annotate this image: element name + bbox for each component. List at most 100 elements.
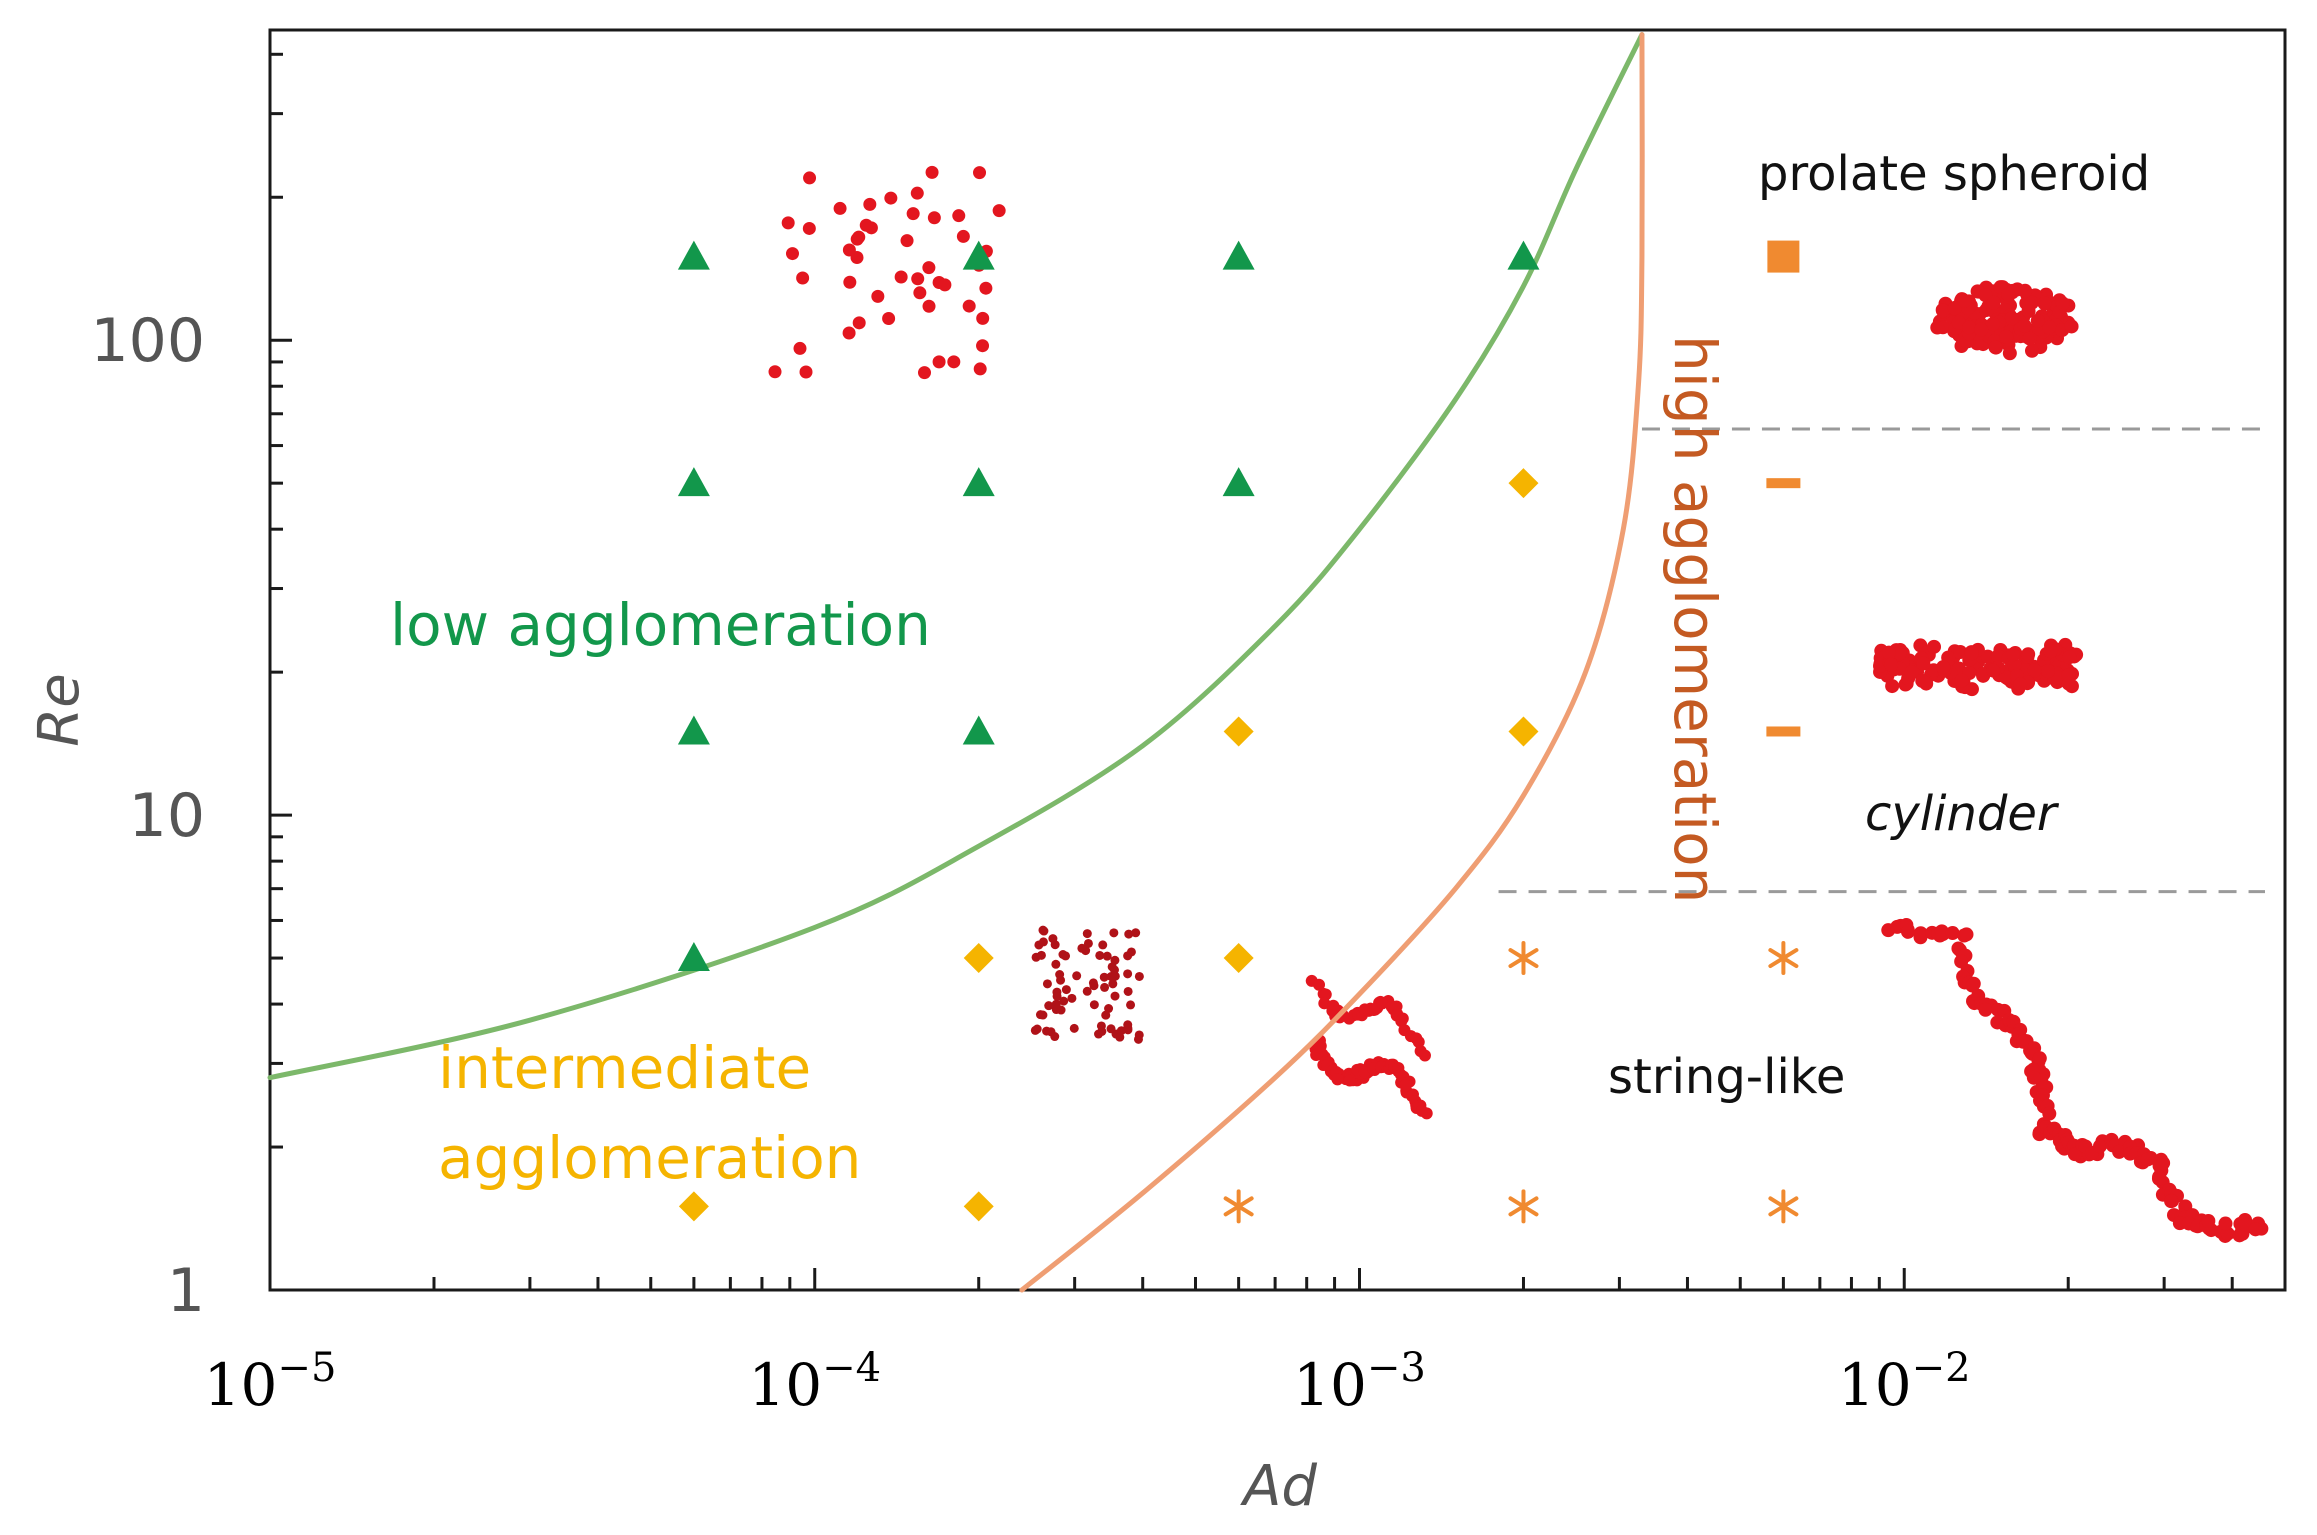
diamond-marker <box>678 1191 709 1222</box>
particle <box>1069 1023 1079 1033</box>
x-tick-label: 10−4 <box>748 1345 881 1419</box>
particle <box>1061 985 1071 995</box>
diamond-marker <box>963 1191 994 1222</box>
particle <box>1892 646 1907 661</box>
particle <box>1953 645 1968 660</box>
particle <box>913 286 927 300</box>
particle <box>1082 986 1092 996</box>
triangle-marker <box>1222 467 1255 497</box>
particle <box>2043 644 2058 659</box>
particle <box>1106 972 1116 982</box>
particle <box>1098 940 1108 950</box>
particle <box>1038 937 1048 947</box>
triangle-marker <box>677 467 710 497</box>
y-tick-label: 100 <box>90 306 205 376</box>
particle <box>1991 649 2006 664</box>
particle <box>1061 951 1071 961</box>
particle <box>850 232 864 246</box>
x-tick-label: 10−2 <box>1838 1345 1971 1419</box>
diamond-marker <box>1508 468 1539 499</box>
x-tick-base: 10 <box>748 1351 822 1419</box>
y-tick-label: 1 <box>167 1256 205 1326</box>
particle <box>1376 997 1389 1010</box>
particle <box>1959 927 1974 942</box>
asterisk-stroke <box>1508 1196 1539 1217</box>
particle <box>1123 969 1133 979</box>
particle <box>842 243 856 257</box>
particle <box>1343 1074 1356 1087</box>
particle <box>1123 1020 1133 1030</box>
particle <box>1916 656 1931 671</box>
x-tick-exponent: −5 <box>277 1345 336 1391</box>
particle <box>911 272 925 286</box>
particle <box>2040 664 2055 679</box>
particle <box>1930 320 1945 335</box>
particle <box>2017 318 2032 333</box>
particle <box>1039 926 1049 936</box>
particle <box>956 229 970 243</box>
particle <box>1884 657 1899 672</box>
particle <box>1108 979 1118 989</box>
particle <box>910 186 924 200</box>
asterisk-stroke <box>1223 1196 1254 1217</box>
particle <box>1126 1000 1136 1010</box>
particle <box>2156 1156 2171 1171</box>
particle <box>2030 313 2045 328</box>
particle <box>785 247 799 261</box>
particle <box>922 261 936 275</box>
particle <box>1124 929 1134 939</box>
diamond-marker <box>1223 943 1254 974</box>
triangle-marker <box>677 715 710 745</box>
dash-marker <box>1766 726 1801 737</box>
particle <box>852 316 866 330</box>
shape-label-prolate: prolate spheroid <box>1758 146 2150 202</box>
particle <box>1962 320 1977 335</box>
cluster-images <box>768 165 2269 1243</box>
particle <box>2002 346 2017 361</box>
asterisk-marker <box>1768 941 1799 976</box>
asterisk-stroke <box>1768 948 1799 969</box>
y-tick-label: 10 <box>129 781 205 851</box>
particle <box>932 355 946 369</box>
triangle-marker <box>962 467 995 497</box>
particle <box>2004 311 2019 326</box>
particle <box>2201 1213 2216 1228</box>
particle <box>2061 676 2076 691</box>
particle <box>2064 319 2079 334</box>
particle <box>1056 975 1066 985</box>
particle <box>1986 295 2001 310</box>
particle <box>1088 978 1098 988</box>
particle <box>2092 1139 2107 1154</box>
y-axis-title: Re <box>27 673 92 746</box>
particle <box>1096 1021 1106 1031</box>
x-tick-base: 10 <box>1293 1351 1367 1419</box>
particle <box>2007 657 2022 672</box>
particle <box>793 341 807 355</box>
diamond-marker <box>1223 716 1254 747</box>
particle <box>1067 993 1077 1003</box>
particle <box>1395 1015 1408 1028</box>
particle <box>842 326 856 340</box>
particle <box>2024 343 2039 358</box>
triangle-marker <box>962 240 995 270</box>
region-label-intermediate-2: agglomeration <box>438 1124 861 1192</box>
particle <box>1101 1010 1111 1020</box>
particle <box>1089 1000 1099 1010</box>
particle <box>1036 950 1046 960</box>
particle <box>1077 943 1087 953</box>
particle <box>1100 982 1110 992</box>
region-label-high: high agglomeration <box>1661 335 1729 903</box>
boundary-low-intermediate <box>267 32 1645 1081</box>
particle <box>973 362 987 376</box>
x-tick-base: 10 <box>204 1351 278 1419</box>
particle <box>859 218 873 232</box>
particle <box>2218 1216 2233 1231</box>
particle <box>976 311 990 325</box>
particle <box>1318 997 1331 1010</box>
particle <box>2042 1106 2057 1121</box>
particle <box>2032 1051 2047 1066</box>
particle <box>1314 1040 1327 1053</box>
particle <box>1985 317 2000 332</box>
triangle-marker <box>1507 240 1540 270</box>
